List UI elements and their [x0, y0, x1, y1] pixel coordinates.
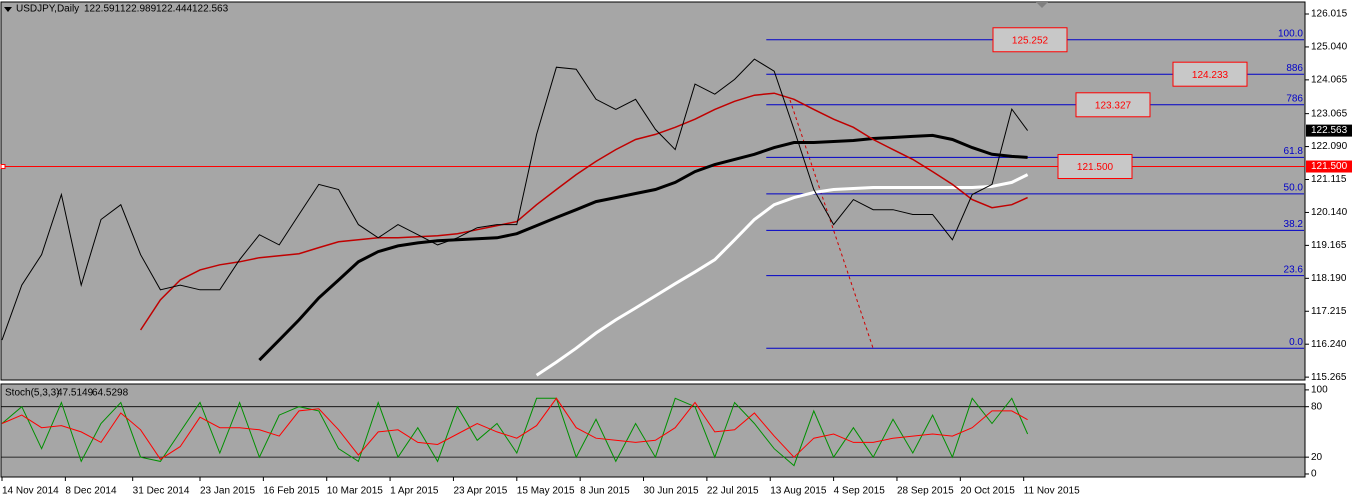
h-line-annotation: 121.500: [1077, 162, 1114, 173]
x-tick-label: 13 Aug 2015: [770, 486, 827, 497]
x-tick-label: 20 Oct 2015: [960, 486, 1015, 497]
x-tick-label: 14 Nov 2014: [2, 486, 59, 497]
x-tick-label: 28 Sep 2015: [897, 486, 954, 497]
fib-label: 100.0: [1278, 28, 1303, 39]
series-line: [258, 133, 1028, 362]
series-line: [1, 397, 1028, 460]
y-tick-label: 80: [1311, 401, 1323, 412]
series-line: [535, 173, 1029, 377]
y-tick-label: 100: [1311, 385, 1328, 396]
series-line: [139, 92, 1028, 331]
y-tick-label: 20: [1311, 452, 1323, 463]
h-line-anchor: [0, 164, 6, 170]
fib-label: 886: [1286, 63, 1303, 74]
y-tick-label: 121.115: [1311, 174, 1347, 185]
fib-label: 61.8: [1284, 146, 1304, 157]
annotation: 124.233: [1192, 70, 1229, 81]
x-tick-label: 1 Apr 2015: [390, 486, 439, 497]
y-tick-label: 116.240: [1311, 339, 1347, 350]
symbol: USDJPY,Daily: [16, 4, 79, 15]
y-tick-label: 126.015: [1311, 9, 1348, 20]
fib-label: 38.2: [1284, 219, 1304, 230]
y-tick-label: 0: [1311, 469, 1317, 480]
price-label: 122.563: [1311, 125, 1348, 136]
close: 122.563: [192, 4, 229, 15]
fib-label: 0.0: [1289, 337, 1303, 348]
y-tick-label: 117.215: [1311, 306, 1347, 317]
low: 122.444: [156, 4, 193, 15]
series-line: [1, 58, 1029, 341]
stoch-panel: [0, 383, 1306, 478]
open: 122.591: [84, 4, 121, 15]
y-tick-label: 119.165: [1311, 240, 1347, 251]
y-tick-label: 115.265: [1311, 372, 1347, 383]
fib-label: 23.6: [1284, 264, 1304, 275]
h-line-annotation-box: [1057, 154, 1133, 180]
y-tick-label: 124.065: [1311, 75, 1348, 86]
x-tick-label: 8 Dec 2014: [65, 486, 117, 497]
h-line-price-box: [1306, 160, 1352, 173]
annotation-box: [1075, 92, 1151, 118]
x-tick-label: 8 Jun 2015: [580, 486, 630, 497]
x-tick-label: 4 Sep 2015: [834, 486, 886, 497]
stoch-title: Stoch(5,3,3): [5, 388, 59, 399]
x-tick-label: 22 Jul 2015: [707, 486, 759, 497]
y-tick-label: 123.065: [1311, 108, 1348, 119]
x-tick-label: 23 Jan 2015: [200, 486, 255, 497]
x-tick-label: 16 Feb 2015: [263, 486, 320, 497]
x-tick-label: 15 May 2015: [517, 486, 575, 497]
fib-label: 50.0: [1284, 183, 1304, 194]
x-tick-label: 11 Nov 2015: [1024, 486, 1080, 497]
y-tick-label: 118.190: [1311, 273, 1347, 284]
stoch-signal: 64.5298: [92, 388, 129, 399]
annotation-box: [1172, 61, 1248, 87]
y-tick-label: 120.140: [1311, 207, 1348, 218]
h-line-price-label: 121.500: [1311, 161, 1348, 172]
y-tick-label: 125.040: [1311, 42, 1348, 53]
menu-triangle: [4, 7, 12, 12]
x-tick-label: 31 Dec 2014: [133, 486, 190, 497]
x-tick-label: 23 Apr 2015: [453, 486, 507, 497]
high: 122.989: [120, 4, 157, 15]
annotation: 123.327: [1095, 100, 1132, 111]
fib-label: 786: [1286, 93, 1303, 104]
y-tick-label: 122.090: [1311, 141, 1348, 152]
x-tick-label: 10 Mar 2015: [327, 486, 384, 497]
x-tick-label: 30 Jun 2015: [644, 486, 699, 497]
annotation: 125.252: [1012, 35, 1049, 46]
series-line: [1, 397, 1029, 467]
annotation-box: [992, 27, 1068, 53]
price-box: [1306, 124, 1352, 137]
shift-marker: [1036, 2, 1048, 8]
stoch-main: 47.5149: [57, 388, 94, 399]
